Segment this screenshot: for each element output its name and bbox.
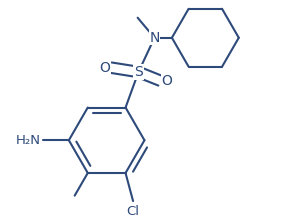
Text: H₂N: H₂N: [16, 134, 41, 147]
Text: N: N: [149, 31, 160, 45]
Text: O: O: [99, 61, 110, 75]
Text: S: S: [134, 65, 143, 79]
Text: O: O: [161, 74, 172, 88]
Text: Cl: Cl: [127, 205, 140, 218]
